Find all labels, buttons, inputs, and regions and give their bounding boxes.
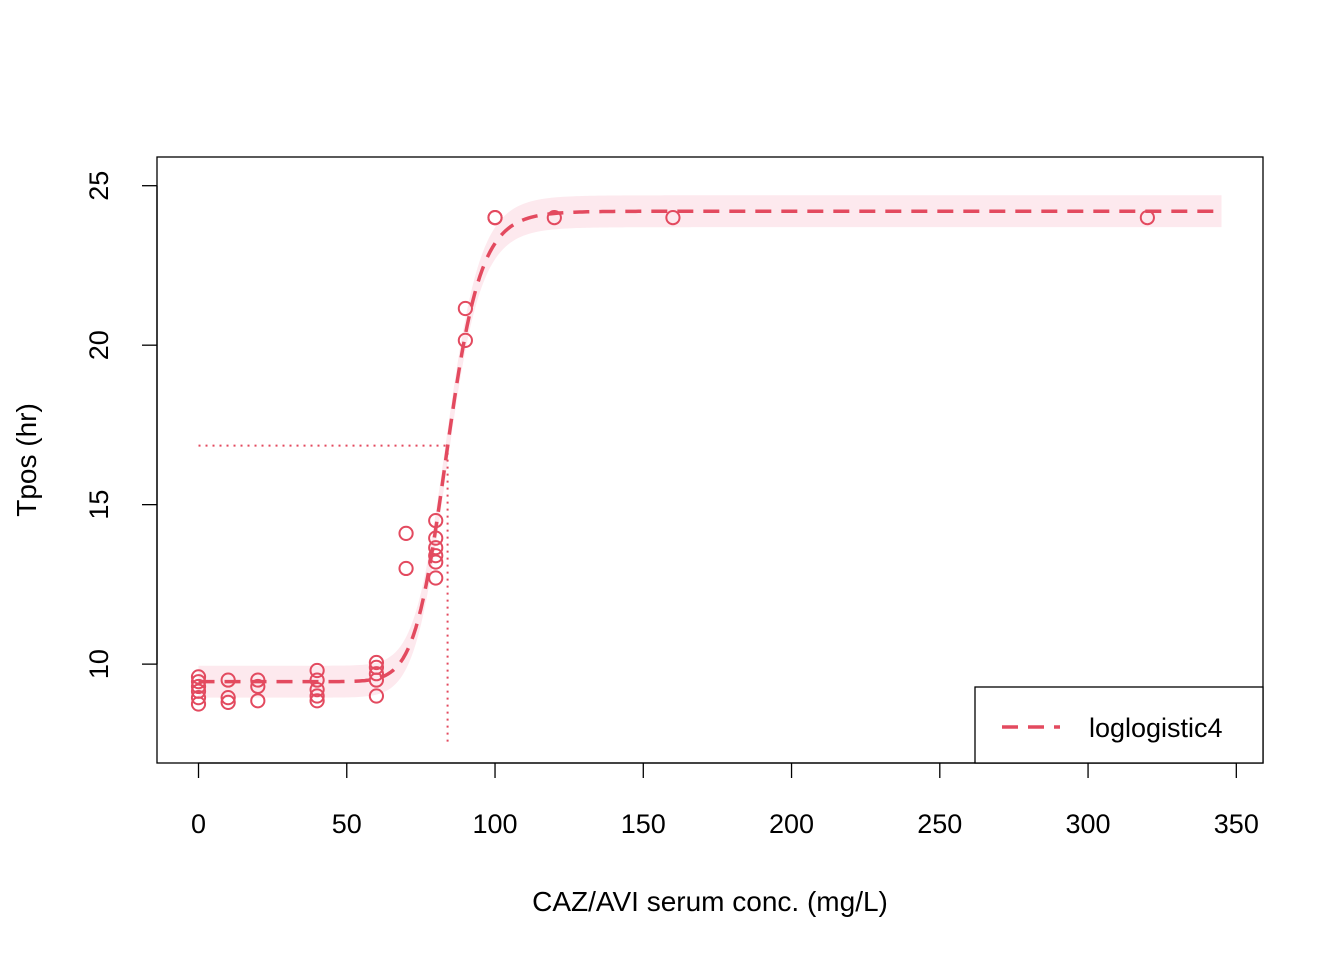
data-point xyxy=(368,666,385,682)
x-tick-label: 350 xyxy=(1214,809,1259,839)
y-axis-title: Tpos (hr) xyxy=(11,403,42,517)
ec50-guide-layer xyxy=(198,444,449,744)
data-point xyxy=(220,690,236,706)
data-point xyxy=(368,659,385,675)
x-tick-label: 200 xyxy=(769,809,814,839)
data-point xyxy=(398,525,414,541)
x-tick-label: 50 xyxy=(332,809,362,839)
data-point xyxy=(190,683,207,699)
data-point xyxy=(190,678,207,695)
data-point xyxy=(250,678,266,695)
legend-label: loglogistic4 xyxy=(1089,713,1223,743)
data-point xyxy=(487,210,503,226)
data-point xyxy=(368,654,385,671)
data-point xyxy=(398,560,414,577)
data-point xyxy=(428,540,444,556)
data-point xyxy=(457,300,473,317)
data-point xyxy=(428,554,444,570)
data-point xyxy=(457,332,473,348)
x-tick-label: 150 xyxy=(621,809,666,839)
data-point xyxy=(368,688,385,704)
data-point xyxy=(250,672,266,688)
x-axis-title: CAZ/AVI serum conc. (mg/L) xyxy=(532,886,888,917)
data-point xyxy=(309,688,325,704)
legend-box xyxy=(974,686,1264,764)
data-point xyxy=(309,693,325,709)
data-point xyxy=(309,662,325,679)
data-point xyxy=(190,690,207,706)
data-point xyxy=(309,672,325,688)
data-point xyxy=(665,210,681,226)
x-tick-label: 300 xyxy=(1066,809,1111,839)
y-tick-label: 20 xyxy=(84,330,114,360)
y-tick-label: 25 xyxy=(84,171,114,201)
data-point xyxy=(190,669,207,685)
legend: loglogistic4 xyxy=(974,686,1264,764)
data-point xyxy=(190,674,207,690)
data-point xyxy=(428,513,444,529)
data-point xyxy=(220,672,236,688)
data-point xyxy=(428,530,444,546)
x-axis: 0 50 100 150 200 250 300 350 xyxy=(191,762,1259,839)
data-point xyxy=(1139,210,1155,226)
data-point xyxy=(428,570,444,586)
data-points-layer xyxy=(190,210,1155,712)
data-point xyxy=(309,682,325,698)
data-point xyxy=(250,693,266,709)
x-tick-label: 0 xyxy=(191,809,206,839)
y-axis: 10 15 20 25 xyxy=(84,171,158,679)
x-tick-label: 250 xyxy=(917,809,962,839)
y-tick-label: 15 xyxy=(84,490,114,520)
data-point xyxy=(428,548,444,564)
data-point xyxy=(546,210,562,226)
y-tick-label: 10 xyxy=(84,649,114,679)
x-tick-label: 100 xyxy=(472,809,517,839)
data-point xyxy=(220,694,236,711)
